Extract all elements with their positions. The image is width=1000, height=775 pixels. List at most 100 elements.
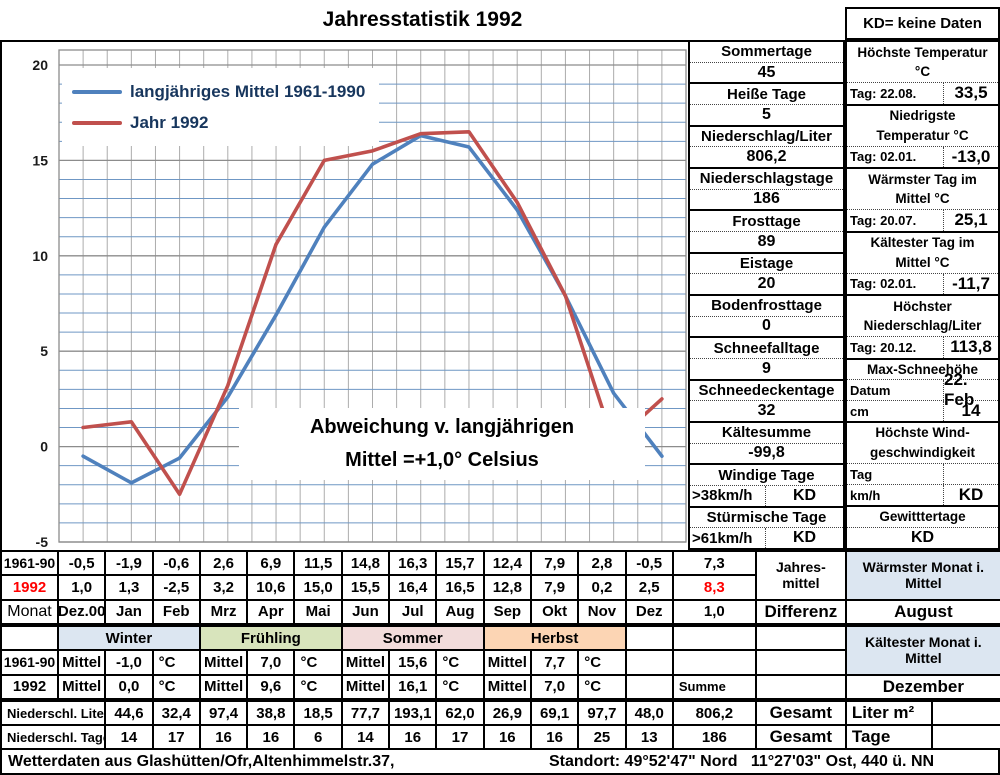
value-cell: Mittel [342, 675, 391, 700]
stat-value-row: 186 [690, 190, 843, 210]
stat-label: Stürmische Tage [690, 508, 843, 529]
stat-label: Windige Tage [690, 465, 843, 486]
value-cell: 6 [295, 726, 343, 750]
jahresmittel-label: Jahres- mittel [756, 552, 847, 601]
value-cell: 38,8 [248, 702, 296, 726]
value-cell: -1,9 [106, 552, 154, 577]
stat-label: Niederschlag/Liter [690, 127, 843, 148]
legend-item: langjähriges Mittel 1961-1990 [72, 76, 365, 107]
value-cell: 97,4 [200, 702, 249, 726]
value-cell: 16 [484, 726, 532, 750]
value-cell: °C [295, 651, 343, 676]
value-cell: Mittel [59, 651, 107, 676]
stat-value: 25,1 [954, 210, 988, 230]
value-cell: 48,0 [626, 702, 674, 726]
value-cell: Feb [153, 600, 201, 625]
value-cell: 17 [437, 726, 485, 750]
value-cell: 12,8 [484, 576, 532, 601]
value-cell: 7,9 [531, 576, 580, 601]
legend-swatch-blue [72, 89, 122, 94]
value-cell: 16,1 [390, 675, 438, 700]
legend-label: langjähriges Mittel 1961-1990 [130, 81, 366, 101]
value-cell: 10,6 [248, 576, 296, 601]
value-cell: Mittel [200, 675, 249, 700]
stat-detail-row: km/h KD [847, 484, 998, 505]
annotation-line: Abweichung v. langjährigen [309, 416, 575, 438]
stat-value: 20 [757, 275, 776, 293]
stat-value: 0 [762, 317, 771, 335]
summary-cell: 1,0 [673, 600, 757, 625]
stat-value: 806,2 [746, 148, 787, 166]
value-cell: 2,6 [200, 552, 249, 577]
coldest-month-value: Dezember [846, 675, 1000, 700]
stats-table-right: Höchste Temperatur °C Tag: 22.08. 33,5 Nied… [845, 40, 1000, 550]
stat-value: 113,8 [950, 337, 992, 357]
stat-detail-label: Tag: 02.01. [847, 146, 944, 167]
value-cell: 0,0 [106, 675, 154, 700]
gesamt-label: Gesamt [756, 726, 847, 750]
stat-value [944, 464, 998, 484]
legend-swatch-red [72, 120, 122, 125]
stat-group: Niedrigste Temperatur °C Tag: 02.01. -13,0 [847, 106, 998, 169]
stat-group: Stürmische Tage >61km/h KD [690, 508, 843, 548]
value-cell: °C [153, 675, 201, 700]
stat-group-header: Wärmster Tag im Mittel °C [868, 171, 977, 207]
value-cell: 26,9 [484, 702, 532, 726]
stat-group: Niederschlagstage 186 [690, 169, 843, 212]
value-cell: Jun [342, 600, 391, 625]
value-cell: -0,5 [59, 552, 107, 577]
kd-note: KD= keine Daten [845, 7, 1000, 40]
y-tick-label: 15 [32, 152, 48, 168]
stat-value: KD [792, 486, 817, 504]
value-cell: Dez.00 [59, 600, 107, 625]
value-cell: Mrz [200, 600, 249, 625]
stat-threshold: >38km/h [690, 485, 766, 506]
empty-cell [2, 627, 59, 652]
stat-value: -99,8 [748, 444, 785, 462]
temperature-chart: 20 15 10 5 0 -5 langjähriges Mittel 1961-1990… [0, 40, 688, 550]
value-cell: 14,8 [342, 552, 391, 577]
stat-group: Höchste Temperatur °C Tag: 22.08. 33,5 [847, 42, 998, 106]
stat-group-header: Höchste Temperatur °C [857, 44, 988, 80]
value-cell: 32,4 [153, 702, 201, 726]
season-header-sommer: Sommer [342, 627, 485, 652]
stat-detail-label: cm [847, 401, 944, 421]
stat-group: Kältesumme -99,8 [690, 423, 843, 466]
value-cell: -1,0 [106, 651, 154, 676]
empty-cell [932, 726, 1000, 750]
stat-group: Kältester Tag im Mittel °C Tag: 02.01. -11… [847, 233, 998, 296]
stat-detail-label: Tag: 22.08. [847, 83, 944, 104]
y-tick-label: 0 [40, 439, 48, 455]
season-header-fruehling: Frühling [200, 627, 343, 652]
chart-y-axis-labels: 20 15 10 5 0 -5 [32, 57, 48, 550]
stat-detail-row: Tag: 02.01. -11,7 [847, 272, 998, 294]
stat-label: Bodenfrosttage [690, 296, 843, 317]
value-cell: 7,7 [531, 651, 580, 676]
summe-label: Summe [673, 675, 757, 700]
value-cell: 44,6 [106, 702, 154, 726]
stat-detail-row: Datum 22. Feb [847, 370, 998, 409]
value-cell: Sep [484, 600, 532, 625]
total-cell: 806,2 [673, 702, 757, 726]
precipitation-table: Niederschl. Liter 806,2 Gesamt Liter m² … [0, 700, 1000, 750]
value-cell: °C [437, 675, 485, 700]
stat-value-row: 5 [690, 105, 843, 125]
value-cell: 16,5 [437, 576, 485, 601]
value-cell: Okt [531, 600, 580, 625]
value-cell: 18,5 [295, 702, 343, 726]
stat-detail-row: Tag: 02.01. -13,0 [847, 145, 998, 167]
legend-label: Jahr 1992 [130, 112, 209, 132]
stat-value-row: 32 [690, 401, 843, 421]
value-cell: Apr [248, 600, 296, 625]
stat-detail-label: km/h [847, 485, 944, 505]
value-cell: -2,5 [153, 576, 201, 601]
value-cell: 2,5 [626, 576, 674, 601]
stat-detail-row: cm 14 [847, 400, 998, 421]
empty-cell [673, 651, 757, 676]
value-cell: 2,8 [579, 552, 627, 577]
unit-label: Liter m² [846, 702, 933, 726]
stat-group: Niederschlag/Liter 806,2 [690, 127, 843, 169]
value-cell: 16 [390, 726, 438, 750]
footer-location-text: Standort: 49°52'47" Nord 11°27'03" Ost, … [549, 752, 935, 770]
